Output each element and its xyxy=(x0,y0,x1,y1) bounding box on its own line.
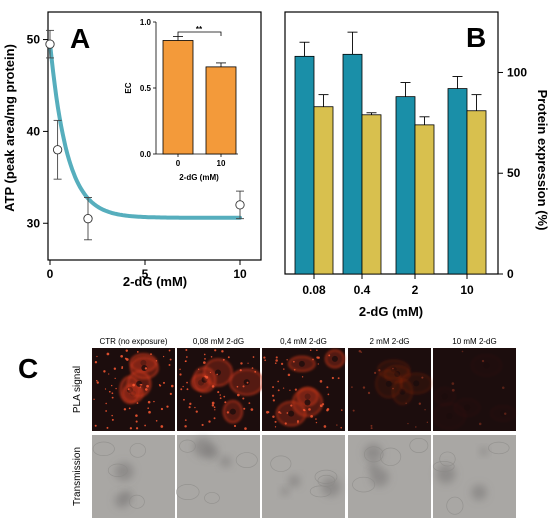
panel-b-chart: B Protein expression (%) 2-dG (mM) 0 50 10… xyxy=(284,11,550,319)
panel-b-x-axis-title: 2-dG (mM) xyxy=(359,304,423,319)
pla-signal-image xyxy=(432,348,517,431)
panel-b-x-tick-label: 0.4 xyxy=(354,283,371,297)
panel-a-data-point xyxy=(45,39,55,49)
panel-b-bars xyxy=(294,31,487,275)
panel-b-bar xyxy=(342,53,363,275)
panel-b-x-tick-label: 0.08 xyxy=(302,283,326,297)
panel-b-ticks: 0 50 100 0.08 0.4 2 10 xyxy=(302,65,527,297)
panel-c-column-titles: CTR (no exposure) 0,08 mM 2-dG 0,4 mM 2-dG… xyxy=(99,337,496,346)
panel-b-bar xyxy=(294,55,315,275)
panel-b-y-tick-label: 50 xyxy=(507,166,521,180)
panel-a-fit-curve xyxy=(48,41,242,220)
panel-c-row-title: PLA signal xyxy=(72,366,83,413)
panel-b-bar xyxy=(447,88,468,275)
panel-a-y-tick-label: 50 xyxy=(27,33,41,47)
panel-a-plot-frame xyxy=(47,11,262,261)
inset-bars xyxy=(162,36,237,155)
pla-signal-image xyxy=(348,348,433,431)
panel-c-column-title: 10 mM 2-dG xyxy=(452,337,496,346)
panel-c-letter: C xyxy=(18,353,38,384)
panel-a-ticks: 0 5 10 30 40 50 xyxy=(27,33,247,281)
panel-a-data-points xyxy=(45,29,245,241)
inset-y-tick-label: 1.0 xyxy=(140,18,152,27)
panel-a-y-axis-title: ATP (peak area/mg protein) xyxy=(2,44,17,212)
inset-y-axis-title: EC xyxy=(124,82,133,93)
inset-x-tick-label: 0 xyxy=(176,159,181,168)
panel-a-x-tick-label: 0 xyxy=(47,267,54,281)
inset-bar xyxy=(162,40,194,155)
panel-b-bar xyxy=(395,96,416,275)
transmission-image xyxy=(92,435,175,518)
panel-b-y-axis-title: Protein expression (%) xyxy=(535,90,550,231)
panel-b-bar xyxy=(466,110,487,275)
panel-b-bar xyxy=(361,114,382,275)
transmission-image xyxy=(432,435,516,518)
panel-a-data-point xyxy=(83,214,93,224)
panel-c-micrographs: C CTR (no exposure) 0,08 mM 2-dG 0,4 mM 2-… xyxy=(18,337,517,518)
transmission-image xyxy=(176,435,260,518)
pla-signal-image xyxy=(92,348,175,431)
panel-a-chart: A ATP (peak area/mg protein) 2-dG (mM) 0… xyxy=(2,11,262,289)
panel-b-x-tick-label: 10 xyxy=(460,283,474,297)
panel-c-column-title: 0,4 mM 2-dG xyxy=(280,337,327,346)
panel-b-y-tick-label: 100 xyxy=(507,65,527,79)
inset-significance-bracket xyxy=(177,31,222,36)
panel-a-y-tick-label: 30 xyxy=(27,216,41,230)
panel-b-y-tick-label: 0 xyxy=(507,267,514,281)
panel-a-inset-chart: EC 2-dG (mM) 0.0 0.5 1.0 0 10 ** xyxy=(124,18,238,182)
panel-b-plot-frame xyxy=(284,11,499,275)
panel-c-image-grid xyxy=(92,348,517,518)
panel-b-bar xyxy=(313,106,334,275)
inset-y-tick-label: 0.0 xyxy=(140,150,152,159)
inset-significance-label: ** xyxy=(196,25,203,34)
inset-x-tick-label: 10 xyxy=(217,159,226,168)
pla-signal-image xyxy=(177,348,265,431)
panel-c-row-title: Transmission xyxy=(72,447,83,506)
pla-signal-image xyxy=(262,348,345,431)
transmission-image xyxy=(262,435,345,518)
panel-b-letter: B xyxy=(466,22,486,53)
panel-a-data-point xyxy=(52,145,63,155)
panel-c-column-title: CTR (no exposure) xyxy=(99,337,167,346)
panel-b-x-tick-label: 2 xyxy=(412,283,419,297)
inset-bar xyxy=(205,66,237,155)
panel-c-column-title: 0,08 mM 2-dG xyxy=(193,337,244,346)
inset-x-axis-title: 2-dG (mM) xyxy=(179,173,219,182)
inset-ticks: 0.0 0.5 1.0 0 10 xyxy=(140,18,226,168)
panel-a-x-axis-title: 2-dG (mM) xyxy=(123,274,187,289)
panel-a-x-tick-label: 5 xyxy=(142,267,149,281)
panel-a-data-point xyxy=(235,200,245,210)
transmission-image xyxy=(348,435,431,518)
panel-a-x-tick-label: 10 xyxy=(233,267,247,281)
panel-a-letter: A xyxy=(70,23,90,54)
panel-b-bar xyxy=(414,124,435,275)
panel-c-row-titles: PLA signal Transmission xyxy=(72,366,83,506)
panel-c-column-title: 2 mM 2-dG xyxy=(369,337,409,346)
inset-y-tick-label: 0.5 xyxy=(140,84,152,93)
panel-a-y-tick-label: 40 xyxy=(27,124,41,138)
